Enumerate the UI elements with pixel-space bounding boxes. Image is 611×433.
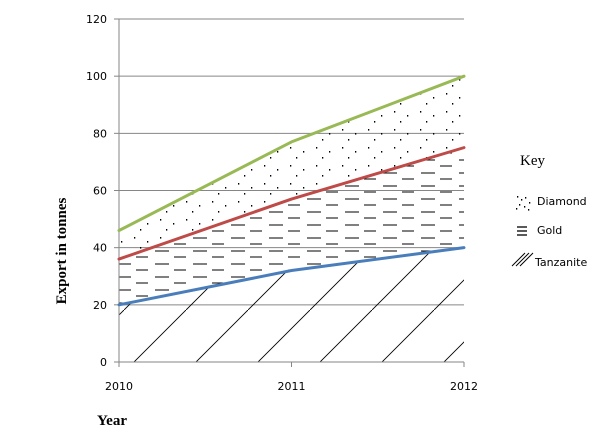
y-axis-label: Export in tonnes <box>54 197 70 304</box>
series-lines <box>117 74 466 307</box>
area-gold <box>119 147 464 305</box>
legend-title: Key <box>520 153 545 169</box>
legend-item-diamond: Diamond <box>516 195 587 211</box>
series-line-gold <box>117 146 466 261</box>
y-tick-label-80: 80 <box>93 127 107 140</box>
legend-label-gold: Gold <box>537 224 562 237</box>
gold-swatch-icon <box>517 226 527 236</box>
y-tick-label-40: 40 <box>93 242 107 255</box>
tanzanite-swatch-icon <box>511 252 534 267</box>
legend: Key Diamond <box>511 153 587 269</box>
x-tick-label-2010: 2010 <box>105 380 133 393</box>
stacked-areas <box>119 76 464 362</box>
legend-label-diamond: Diamond <box>537 195 587 208</box>
y-tick-label-120: 120 <box>86 13 107 26</box>
y-tick-label-60: 60 <box>93 185 107 198</box>
legend-item-tanzanite: Tanzanite <box>511 252 587 269</box>
x-tick-label-2011: 2011 <box>278 380 306 393</box>
y-tick-label-0: 0 <box>100 356 107 369</box>
area-diamond <box>119 76 464 260</box>
y-tick-label-100: 100 <box>86 70 107 83</box>
tick-labels: 0 20 40 60 80 100 120 2010 2011 2012 <box>86 13 478 393</box>
series-line-diamond <box>117 74 466 233</box>
diamond-swatch-icon <box>516 196 531 211</box>
y-tick-label-20: 20 <box>93 299 107 312</box>
area-tanzanite <box>119 247 464 362</box>
series-line-tanzanite <box>117 246 466 307</box>
legend-item-gold: Gold <box>517 224 562 237</box>
legend-label-tanzanite: Tanzanite <box>534 256 587 269</box>
x-tick-label-2012: 2012 <box>450 380 478 393</box>
x-axis-label: Year <box>97 413 127 429</box>
